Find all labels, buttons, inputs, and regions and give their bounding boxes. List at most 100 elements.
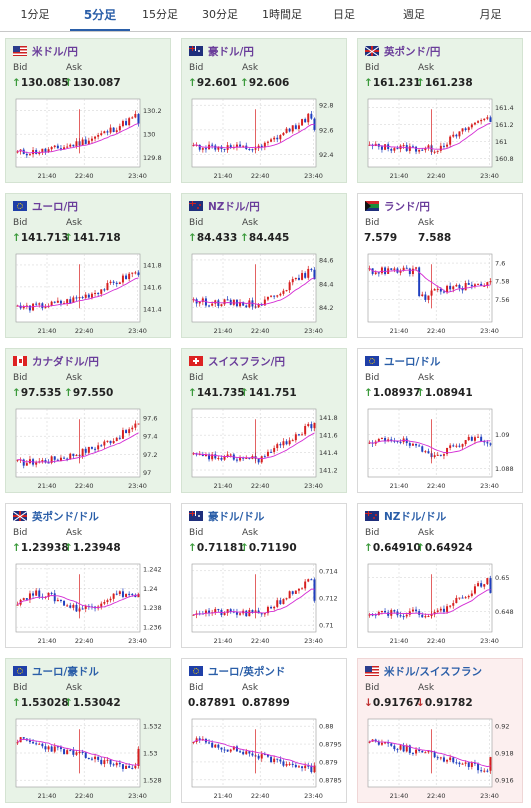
candle: [239, 613, 242, 615]
tab-5[interactable]: 日足: [333, 8, 355, 21]
pair-title[interactable]: 米ドル/円: [13, 43, 78, 59]
y-tick-label: 1.532: [143, 722, 162, 730]
bid-value: ↑92.601: [188, 77, 238, 89]
candle: [100, 603, 103, 607]
candle: [427, 451, 430, 454]
pair-name[interactable]: 豪ドル/ドル: [208, 510, 265, 523]
candle: [81, 297, 84, 299]
currency-card[interactable]: ランド/円 Bid Ask 7.579 7.588 7.6 7.58 7.56 21:40 22:…: [357, 193, 523, 338]
chart-container[interactable]: 161.4 161.2 161 160.8 21:40 22:40 23:40: [366, 95, 518, 180]
chart-container[interactable]: 7.6 7.58 7.56 21:40 22:40 23:40: [366, 250, 518, 335]
x-tick-label: 22:40: [251, 637, 270, 645]
currency-card[interactable]: 豪ドル/ドル Bid Ask ↑0.71181 ↑0.71190 0.714 0.712 0.…: [181, 503, 347, 648]
pair-name[interactable]: カナダドル/円: [32, 355, 99, 368]
currency-card[interactable]: ユーロ/英ポンド Bid Ask 0.87891 0.87899 0.88 0.8795 0.…: [181, 658, 347, 803]
pair-name[interactable]: ユーロ/円: [32, 200, 78, 213]
pair-title[interactable]: NZドル/円: [189, 198, 260, 214]
pair-name[interactable]: 米ドル/円: [32, 45, 78, 58]
chart-container[interactable]: 0.714 0.712 0.71 21:40 22:40 23:40: [190, 560, 342, 645]
currency-card[interactable]: 米ドル/円 Bid Ask ↑130.085 ↑130.087 130.2 130 129.8…: [5, 38, 171, 183]
chart-container[interactable]: 0.88 0.8795 0.879 0.8785 21:40 22:40 23:40: [190, 715, 342, 800]
y-tick-label: 0.8785: [319, 776, 342, 784]
chart-container[interactable]: 84.6 84.4 84.2 21:40 22:40 23:40: [190, 250, 342, 335]
candle: [208, 610, 211, 613]
pair-name[interactable]: 豪ドル/円: [208, 45, 254, 58]
y-tick-label: 161.2: [495, 121, 514, 129]
pair-title[interactable]: カナダドル/円: [13, 353, 99, 369]
plot-area: [191, 98, 317, 168]
pair-name[interactable]: スイスフラン/円: [208, 355, 286, 368]
x-tick-label: 22:40: [427, 792, 446, 800]
candle: [477, 763, 480, 771]
chart-container[interactable]: 141.8 141.6 141.4 21:40 22:40 23:40: [14, 250, 166, 335]
pair-name[interactable]: 英ポンド/ドル: [32, 510, 99, 523]
tab-1[interactable]: 5分足: [70, 0, 130, 31]
candle: [439, 757, 442, 759]
chart-container[interactable]: 0.65 0.648 21:40 22:40 23:40: [366, 560, 518, 645]
tab-2[interactable]: 15分足: [142, 8, 178, 21]
tab-0[interactable]: 1分足: [20, 8, 50, 21]
currency-card[interactable]: スイスフラン/円 Bid Ask ↑141.735 ↑141.751 141.8 141.6…: [181, 348, 347, 493]
pair-name[interactable]: ユーロ/ドル: [384, 355, 441, 368]
candle: [63, 457, 66, 459]
candle: [449, 445, 452, 448]
x-tick-label: 21:40: [390, 637, 409, 645]
pair-title[interactable]: 豪ドル/円: [189, 43, 254, 59]
tab-3[interactable]: 30分足: [202, 8, 238, 21]
tab-4[interactable]: 1時間足: [262, 8, 302, 21]
currency-card[interactable]: 英ポンド/ドル Bid Ask ↑1.23938 ↑1.23948 1.242 1.24 1.…: [5, 503, 171, 648]
pair-title[interactable]: ユーロ/豪ドル: [13, 663, 99, 679]
candle: [480, 436, 483, 442]
chart-container[interactable]: 130.2 130 129.8 21:40 22:40 23:40: [14, 95, 166, 180]
currency-card[interactable]: 米ドル/スイスフラン Bid Ask ↓0.91767 ↓0.91782 0.92 0.91…: [357, 658, 523, 803]
pair-name[interactable]: ユーロ/英ポンド: [208, 665, 286, 678]
pair-name[interactable]: ユーロ/豪ドル: [32, 665, 99, 678]
currency-card[interactable]: カナダドル/円 Bid Ask ↑97.535 ↑97.550 97.6 97.4 97.2 9…: [5, 348, 171, 493]
candle: [59, 457, 62, 461]
candle: [84, 448, 87, 453]
candle: [421, 614, 424, 618]
pair-title[interactable]: 豪ドル/ドル: [189, 508, 264, 524]
flag-eu-icon: [189, 666, 203, 676]
pair-name[interactable]: NZドル/円: [208, 200, 260, 213]
chart-container[interactable]: 1.532 1.53 1.528 21:40 22:40 23:40: [14, 715, 166, 800]
chart-container[interactable]: 92.8 92.6 92.4 21:40 22:40 23:40: [190, 95, 342, 180]
bid-value: 0.87891: [188, 697, 236, 709]
candle: [294, 277, 297, 280]
pair-title[interactable]: ユーロ/ドル: [365, 353, 440, 369]
pair-title[interactable]: 英ポンド/ドル: [13, 508, 99, 524]
candle: [446, 144, 449, 147]
chart-container[interactable]: 0.92 0.918 0.916 21:40 22:40 23:40: [366, 715, 518, 800]
chart-container[interactable]: 141.8 141.6 141.4 141.2 21:40 22:40 23:40: [190, 405, 342, 490]
chart-container[interactable]: 1.09 1.088 21:40 22:40 23:40: [366, 405, 518, 490]
tab-7[interactable]: 月足: [479, 8, 502, 21]
candle: [28, 154, 31, 156]
pair-title[interactable]: ユーロ/英ポンド: [189, 663, 285, 679]
candle: [235, 746, 238, 752]
currency-card[interactable]: 豪ドル/円 Bid Ask ↑92.601 ↑92.606 92.8 92.6 92.4 21:…: [181, 38, 347, 183]
pair-name[interactable]: NZドル/ドル: [384, 510, 447, 523]
candle: [415, 146, 418, 152]
pair-name[interactable]: 英ポンド/円: [384, 45, 441, 58]
currency-card[interactable]: ユーロ/円 Bid Ask ↑141.713 ↑141.718 141.8 141.6 141…: [5, 193, 171, 338]
pair-title[interactable]: NZドル/ドル: [365, 508, 446, 524]
pair-name[interactable]: ランド/円: [384, 200, 430, 213]
currency-card[interactable]: 英ポンド/円 Bid Ask ↑161.231 ↑161.238 161.4 161.2 16…: [357, 38, 523, 183]
pair-title[interactable]: 米ドル/スイスフラン: [365, 663, 482, 679]
pair-title[interactable]: 英ポンド/円: [365, 43, 440, 59]
chart-container[interactable]: 1.242 1.24 1.238 1.236 21:40 22:40 23:40: [14, 560, 166, 645]
pair-title[interactable]: スイスフラン/円: [189, 353, 285, 369]
pair-name[interactable]: 米ドル/スイスフラン: [384, 665, 483, 678]
chart-container[interactable]: 97.6 97.4 97.2 97 21:40 22:40 23:40: [14, 405, 166, 490]
tab-6[interactable]: 週足: [403, 8, 425, 21]
price-chart: 0.714 0.712 0.71 21:40 22:40 23:40: [191, 563, 338, 645]
price-chart: 0.92 0.918 0.916 21:40 22:40 23:40: [367, 718, 514, 800]
pair-title[interactable]: ランド/円: [365, 198, 430, 214]
currency-card[interactable]: NZドル/ドル Bid Ask ↑0.64910 ↑0.64924 0.65 0.648 21…: [357, 503, 523, 648]
currency-card[interactable]: NZドル/円 Bid Ask ↑84.433 ↑84.445 84.6 84.4 84.2 21…: [181, 193, 347, 338]
currency-card[interactable]: ユーロ/豪ドル Bid Ask ↑1.53028 ↑1.53042 1.532 1.53 1.…: [5, 658, 171, 803]
currency-card[interactable]: ユーロ/ドル Bid Ask ↑1.08937 ↑1.08941 1.09 1.088 21:…: [357, 348, 523, 493]
candle: [304, 581, 307, 589]
pair-title[interactable]: ユーロ/円: [13, 198, 78, 214]
candle: [313, 765, 316, 773]
